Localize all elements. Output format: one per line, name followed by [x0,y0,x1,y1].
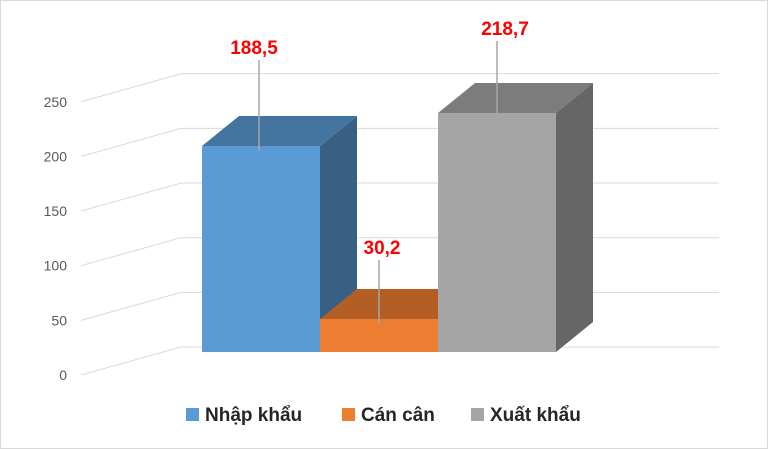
y-tick-label: 100 [44,258,68,274]
legend: Nhập khẩu Cán cân Xuất khẩu [186,405,581,426]
bar-2 [320,288,475,352]
legend-item: Cán cân [342,405,435,426]
data-labels: 188,5 30,2 218,7 [230,19,529,324]
legend-swatch [186,408,199,421]
gridline [80,127,719,157]
legend-label: Xuất khẩu [490,405,581,426]
bar-1 [202,115,357,352]
data-label: 218,7 [481,19,529,40]
data-label: 30,2 [364,238,401,259]
gridline [80,182,719,212]
gridline [80,73,719,103]
legend-label: Nhập khẩu [205,405,302,426]
y-tick-label: 200 [44,148,68,164]
legend-swatch [342,408,355,421]
bars [202,82,593,352]
data-label: 188,5 [230,38,278,59]
bar-3 [438,82,593,352]
y-axis-tick-labels: 0 50 100 150 200 250 [44,94,68,383]
legend-item: Nhập khẩu [186,405,302,426]
y-tick-label: 50 [51,312,67,328]
y-tick-label: 0 [59,367,67,383]
y-tick-label: 150 [44,203,68,219]
y-tick-label: 250 [44,94,68,110]
legend-label: Cán cân [361,405,435,426]
legend-swatch [471,408,484,421]
legend-item: Xuất khẩu [471,405,581,426]
